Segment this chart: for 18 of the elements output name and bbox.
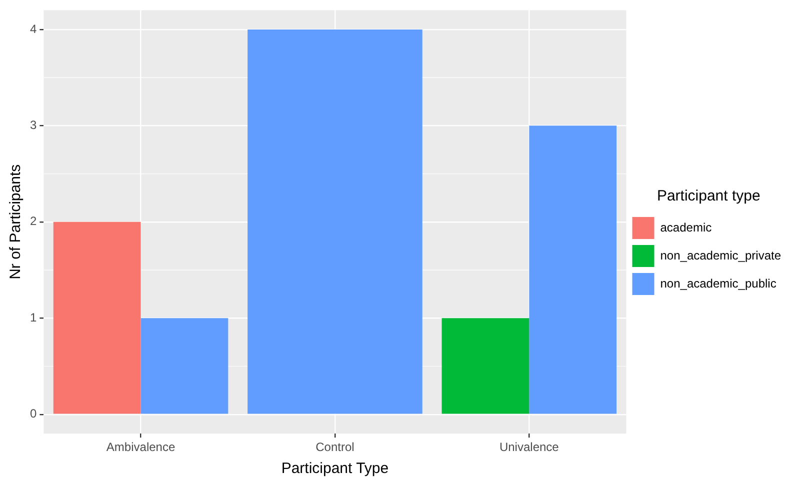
bar	[529, 126, 617, 414]
bar	[442, 318, 530, 414]
legend-title: Participant type	[656, 188, 760, 205]
x-tick-label: Control	[316, 440, 354, 454]
bar	[140, 318, 228, 414]
y-tick-label: 4	[30, 22, 37, 36]
legend-label: non_academic_private	[660, 248, 782, 262]
legend-label: academic	[660, 220, 712, 234]
x-axis-title: Participant Type	[281, 460, 389, 478]
y-tick-label: 2	[30, 214, 37, 228]
x-tick-label: Ambivalence	[106, 440, 176, 454]
y-axis-title: Nr of Participants	[7, 164, 24, 280]
bar	[53, 222, 141, 414]
x-tick-label: Univalence	[499, 440, 560, 454]
legend-label: non_academic_public	[660, 276, 776, 290]
y-tick-label: 1	[30, 310, 37, 324]
y-tick-label: 0	[30, 406, 37, 421]
y-tick-label: 3	[30, 118, 37, 132]
